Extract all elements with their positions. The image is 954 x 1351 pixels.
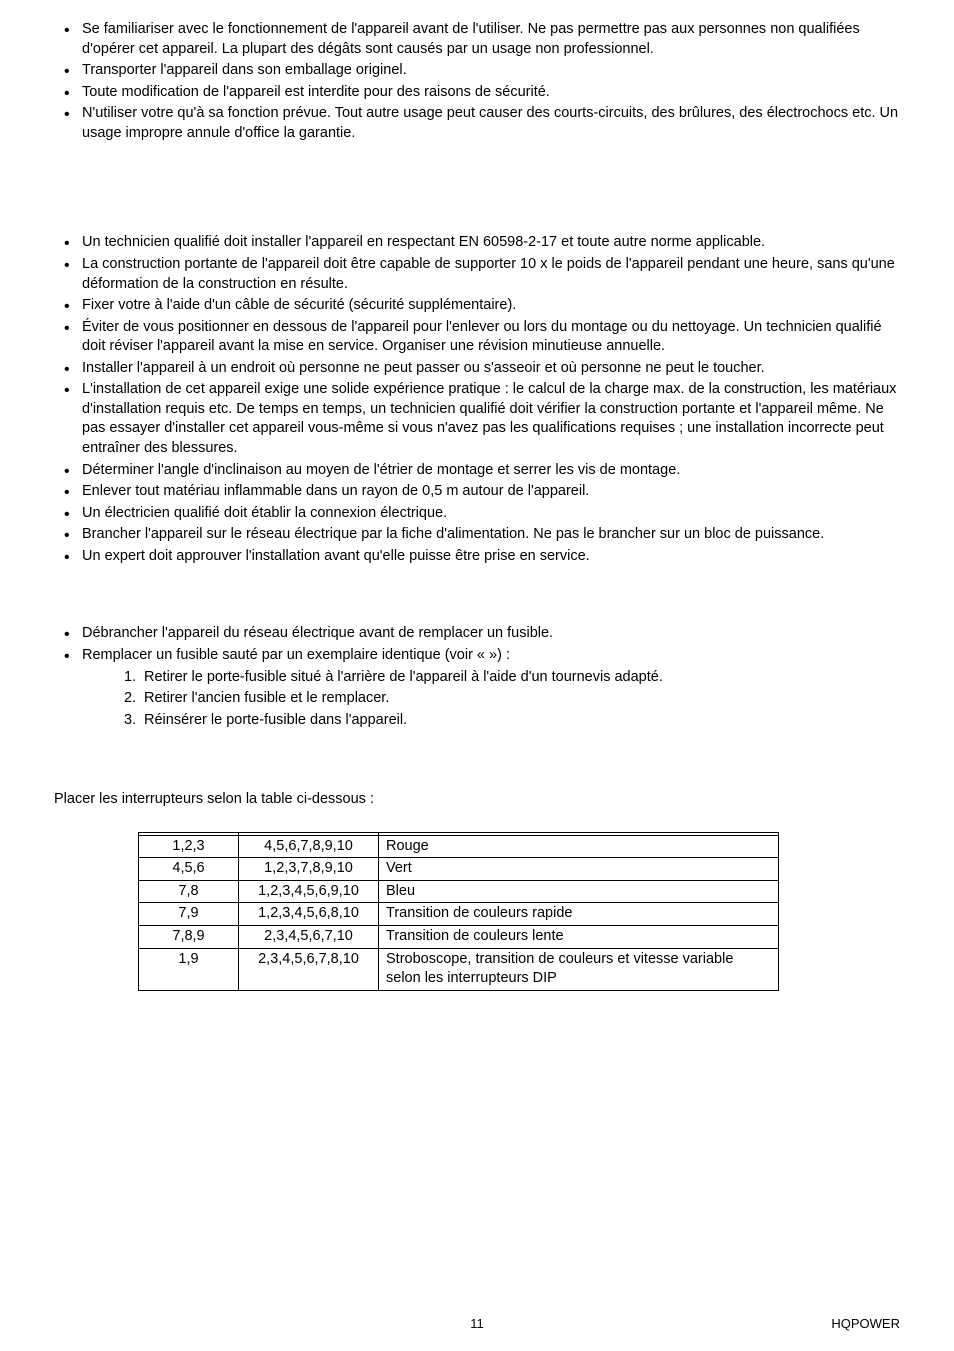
list-item: Fixer votre à l'aide d'un câble de sécur… [54, 296, 900, 316]
table-row: 1,2,3 4,5,6,7,8,9,10 Rouge [139, 835, 779, 858]
list-item: Remplacer un fusible sauté par un exempl… [54, 646, 900, 666]
section3-sublist: Retirer le porte-fusible situé à l'arriè… [54, 668, 900, 731]
cell-off: 1,2,3,4,5,6,8,10 [239, 903, 379, 926]
cell-off: 1,2,3,4,5,6,9,10 [239, 880, 379, 903]
brand-label: HQPOWER [831, 1315, 900, 1333]
cell-off: 4,5,6,7,8,9,10 [239, 835, 379, 858]
cell-fn: Transition de couleurs lente [379, 926, 779, 949]
list-item: Éviter de vous positionner en dessous de… [54, 318, 900, 357]
list-item: Retirer le porte-fusible situé à l'arriè… [124, 668, 900, 688]
dip-switch-table: 1,2,3 4,5,6,7,8,9,10 Rouge 4,5,6 1,2,3,7… [138, 832, 779, 991]
table-row: 1,9 2,3,4,5,6,7,8,10 Stroboscope, transi… [139, 948, 779, 990]
section3-list: Débrancher l'appareil du réseau électriq… [54, 624, 900, 665]
cell-on: 1,9 [139, 948, 239, 990]
list-item: Transporter l'appareil dans son emballag… [54, 61, 900, 81]
cell-fn: Stroboscope, transition de couleurs et v… [379, 948, 779, 990]
cell-on: 1,2,3 [139, 835, 239, 858]
table-intro: Placer les interrupteurs selon la table … [54, 790, 900, 810]
footer: 11 HQPOWER [54, 1315, 900, 1333]
list-item: Installer l'appareil à un endroit où per… [54, 359, 900, 379]
list-item: Se familiariser avec le fonctionnement d… [54, 20, 900, 59]
cell-on: 7,8,9 [139, 926, 239, 949]
cell-fn: Rouge [379, 835, 779, 858]
section2-list: Un technicien qualifié doit installer l'… [54, 233, 900, 566]
page-number: 11 [54, 1315, 900, 1333]
list-item: Un technicien qualifié doit installer l'… [54, 233, 900, 253]
table-row: 4,5,6 1,2,3,7,8,9,10 Vert [139, 858, 779, 881]
list-item: L'installation de cet appareil exige une… [54, 380, 900, 458]
table-row: 7,8 1,2,3,4,5,6,9,10 Bleu [139, 880, 779, 903]
list-item: Brancher l'appareil sur le réseau électr… [54, 525, 900, 545]
table-row: 7,8,9 2,3,4,5,6,7,10 Transition de coule… [139, 926, 779, 949]
spacer [54, 594, 900, 624]
cell-fn: Transition de couleurs rapide [379, 903, 779, 926]
table-row: 7,9 1,2,3,4,5,6,8,10 Transition de coule… [139, 903, 779, 926]
list-item: Un électricien qualifié doit établir la … [54, 504, 900, 524]
list-item: La construction portante de l'appareil d… [54, 255, 900, 294]
list-item: Déterminer l'angle d'inclinaison au moye… [54, 461, 900, 481]
list-item: N'utiliser votre qu'à sa fonction prévue… [54, 104, 900, 143]
cell-fn: Vert [379, 858, 779, 881]
cell-off: 2,3,4,5,6,7,10 [239, 926, 379, 949]
cell-off: 1,2,3,7,8,9,10 [239, 858, 379, 881]
list-item: Toute modification de l'appareil est int… [54, 83, 900, 103]
cell-on: 4,5,6 [139, 858, 239, 881]
list-item: Enlever tout matériau inflammable dans u… [54, 482, 900, 502]
cell-on: 7,8 [139, 880, 239, 903]
cell-off: 2,3,4,5,6,7,8,10 [239, 948, 379, 990]
list-item: Un expert doit approuver l'installation … [54, 547, 900, 567]
list-item: Retirer l'ancien fusible et le remplacer… [124, 689, 900, 709]
list-item: Réinsérer le porte-fusible dans l'appare… [124, 711, 900, 731]
cell-fn: Bleu [379, 880, 779, 903]
section1-list: Se familiariser avec le fonctionnement d… [54, 20, 900, 143]
spacer [54, 171, 900, 233]
list-item: Débrancher l'appareil du réseau électriq… [54, 624, 900, 644]
cell-on: 7,9 [139, 903, 239, 926]
